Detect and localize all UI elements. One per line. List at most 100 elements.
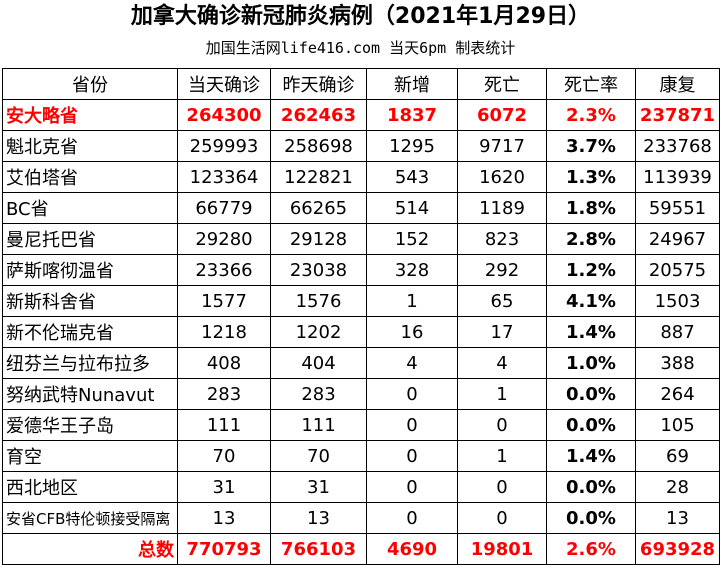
value-cell: 3.7% [546, 130, 636, 162]
province-cell: 爱德华王子岛 [2, 409, 178, 441]
value-cell: 264300 [177, 99, 271, 131]
value-cell: 4 [366, 347, 458, 379]
value-cell: 770793 [177, 533, 271, 565]
value-cell: 292 [457, 254, 547, 286]
value-cell: 31 [270, 471, 367, 503]
province-cell: 努纳武特Nunavut [2, 378, 178, 410]
province-cell: 总数 [2, 533, 178, 565]
table-row: 爱德华王子岛 111 111 0 0 0.0% 105 [2, 409, 720, 441]
value-cell: 1189 [457, 192, 547, 224]
value-cell: 388 [635, 347, 720, 379]
value-cell: 0 [457, 409, 547, 441]
value-cell: 283 [177, 378, 271, 410]
value-cell: 0.0% [546, 502, 636, 534]
value-cell: 31 [177, 471, 271, 503]
value-cell: 1 [457, 440, 547, 472]
value-cell: 0.0% [546, 409, 636, 441]
subtitle: 加国生活网life416.com 当天6pm 制表统计 [205, 39, 516, 57]
value-cell: 1218 [177, 316, 271, 348]
value-cell: 0 [457, 471, 547, 503]
value-cell: 1.8% [546, 192, 636, 224]
value-cell: 66779 [177, 192, 271, 224]
value-cell: 328 [366, 254, 458, 286]
table-row: 努纳武特Nunavut 283 283 0 1 0.0% 264 [2, 378, 720, 410]
value-cell: 1295 [366, 130, 458, 162]
table-row: 新斯科舍省 1577 1576 1 65 4.1% 1503 [2, 285, 720, 317]
value-cell: 20575 [635, 254, 720, 286]
header-cell: 死亡率 [546, 68, 636, 100]
value-cell: 0 [366, 471, 458, 503]
value-cell: 28 [635, 471, 720, 503]
value-cell: 262463 [270, 99, 367, 131]
value-cell: 152 [366, 223, 458, 255]
value-cell: 70 [270, 440, 367, 472]
value-cell: 2.6% [546, 533, 636, 565]
value-cell: 4 [457, 347, 547, 379]
value-cell: 29128 [270, 223, 367, 255]
value-cell: 24967 [635, 223, 720, 255]
table-row: 总数 770793 766103 4690 19801 2.6% 693928 [2, 533, 720, 565]
value-cell: 16 [366, 316, 458, 348]
header-cell: 康复 [635, 68, 720, 100]
table-row: 新不伦瑞克省 1218 1202 16 17 1.4% 887 [2, 316, 720, 348]
value-cell: 69 [635, 440, 720, 472]
value-cell: 259993 [177, 130, 271, 162]
value-cell: 0 [366, 409, 458, 441]
value-cell: 2.8% [546, 223, 636, 255]
province-cell: 安省CFB特伦顿接受隔离 [2, 502, 178, 534]
value-cell: 0 [457, 502, 547, 534]
header-cell: 昨天确诊 [270, 68, 367, 100]
value-cell: 233768 [635, 130, 720, 162]
value-cell: 1503 [635, 285, 720, 317]
value-cell: 4.1% [546, 285, 636, 317]
value-cell: 59551 [635, 192, 720, 224]
header-cell: 新增 [366, 68, 458, 100]
value-cell: 1620 [457, 161, 547, 193]
cases-table: 省份 当天确诊 昨天确诊 新增 死亡 死亡率 康复 安大略省 264300 262463 1837… [2, 68, 720, 565]
value-cell: 823 [457, 223, 547, 255]
province-cell: 纽芬兰与拉布拉多 [2, 347, 178, 379]
value-cell: 13 [270, 502, 367, 534]
value-cell: 111 [270, 409, 367, 441]
value-cell: 1.3% [546, 161, 636, 193]
value-cell: 23038 [270, 254, 367, 286]
value-cell: 1202 [270, 316, 367, 348]
value-cell: 111 [177, 409, 271, 441]
value-cell: 514 [366, 192, 458, 224]
value-cell: 258698 [270, 130, 367, 162]
value-cell: 65 [457, 285, 547, 317]
table-row: BC省 66779 66265 514 1189 1.8% 59551 [2, 192, 720, 224]
value-cell: 1837 [366, 99, 458, 131]
title: 加拿大确诊新冠肺炎病例（2021年1月29日） [130, 4, 591, 29]
value-cell: 23366 [177, 254, 271, 286]
value-cell: 1576 [270, 285, 367, 317]
value-cell: 0 [366, 502, 458, 534]
value-cell: 19801 [457, 533, 547, 565]
value-cell: 0 [366, 440, 458, 472]
value-cell: 105 [635, 409, 720, 441]
table-row: 育空 70 70 0 1 1.4% 69 [2, 440, 720, 472]
value-cell: 13 [177, 502, 271, 534]
table-row: 魁北克省 259993 258698 1295 9717 3.7% 233768 [2, 130, 720, 162]
value-cell: 1577 [177, 285, 271, 317]
table-row: 艾伯塔省 123364 122821 543 1620 1.3% 113939 [2, 161, 720, 193]
value-cell: 543 [366, 161, 458, 193]
value-cell: 70 [177, 440, 271, 472]
value-cell: 237871 [635, 99, 720, 131]
value-cell: 283 [270, 378, 367, 410]
value-cell: 1.2% [546, 254, 636, 286]
value-cell: 4690 [366, 533, 458, 565]
province-cell: 新不伦瑞克省 [2, 316, 178, 348]
province-cell: 新斯科舍省 [2, 285, 178, 317]
table-row: 萨斯喀彻温省 23366 23038 328 292 1.2% 20575 [2, 254, 720, 286]
value-cell: 264 [635, 378, 720, 410]
value-cell: 66265 [270, 192, 367, 224]
value-cell: 2.3% [546, 99, 636, 131]
province-cell: 艾伯塔省 [2, 161, 178, 193]
value-cell: 17 [457, 316, 547, 348]
header-cell: 省份 [2, 68, 178, 100]
table-row: 安省CFB特伦顿接受隔离 13 13 0 0 0.0% 13 [2, 502, 720, 534]
value-cell: 122821 [270, 161, 367, 193]
table-row: 安大略省 264300 262463 1837 6072 2.3% 237871 [2, 99, 720, 131]
value-cell: 1.0% [546, 347, 636, 379]
